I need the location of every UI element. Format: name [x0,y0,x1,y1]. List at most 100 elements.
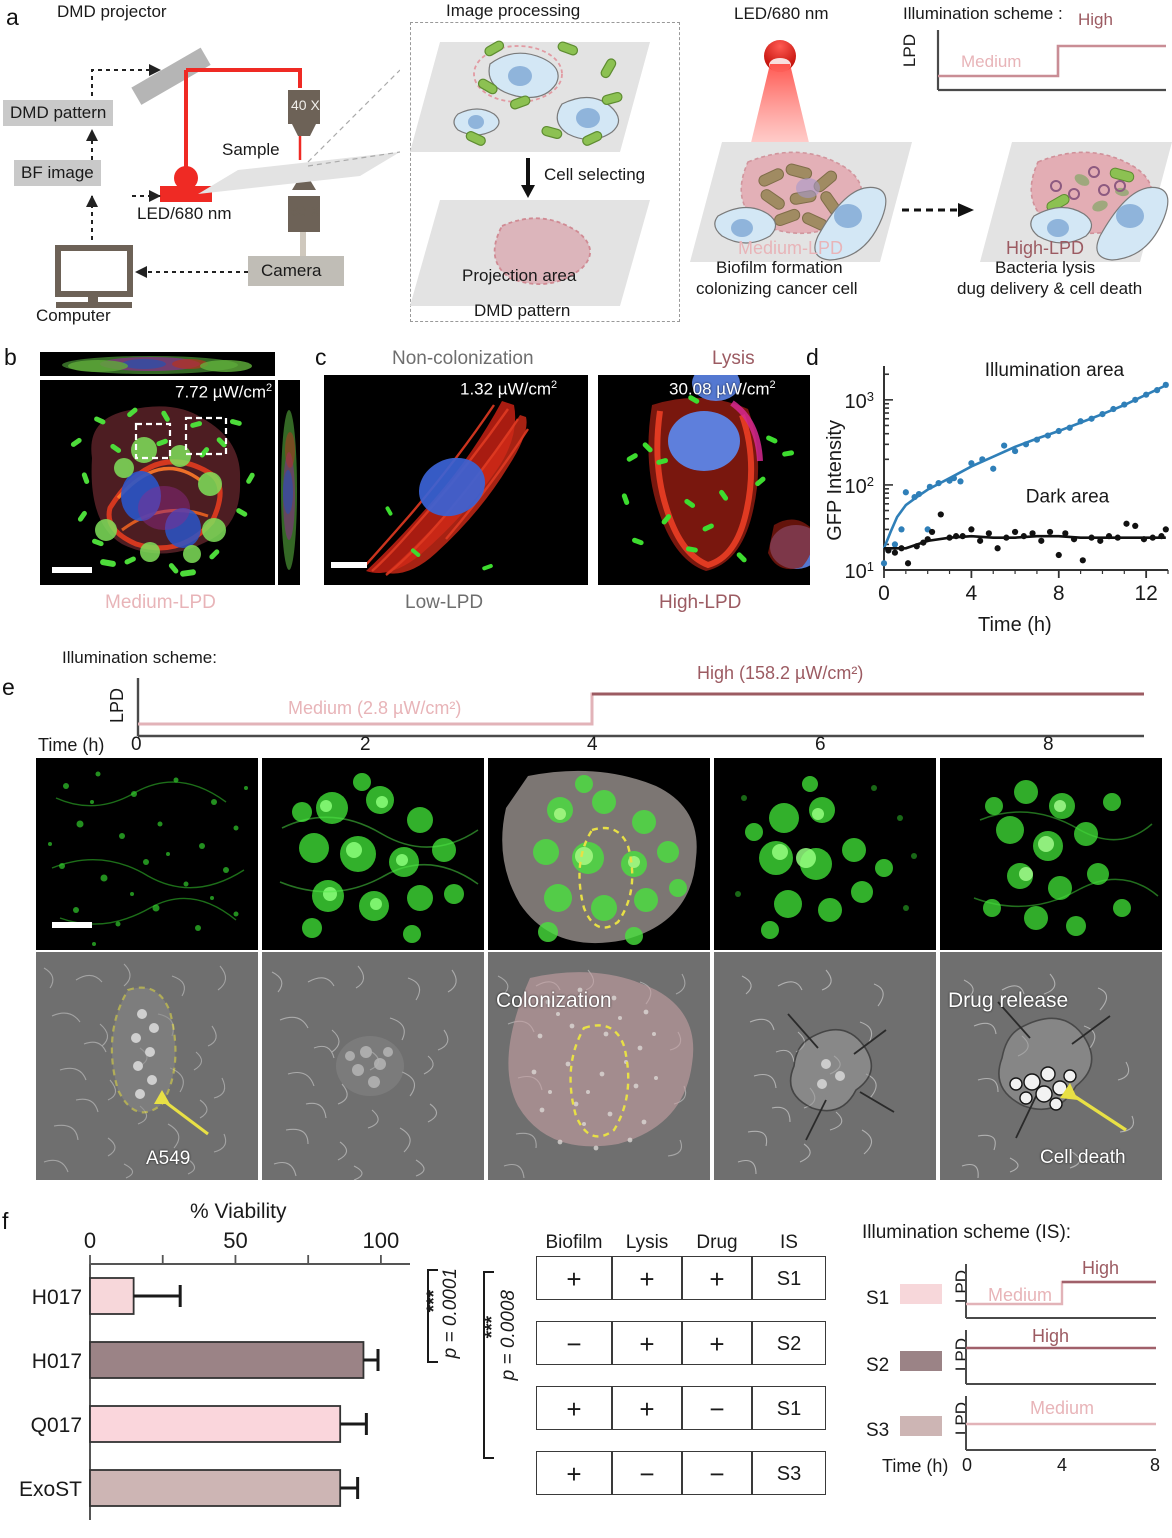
is-time-label: Time (h) [882,1456,949,1476]
table-row: − + + S2 [536,1321,836,1365]
table-cell: + [612,1256,682,1300]
is-panel-title: Illumination scheme (IS): [862,1222,1072,1243]
panel-b-xz-strip [40,352,275,376]
panel-c-right-image [598,375,810,585]
is-s1-plot [965,1264,1156,1319]
svg-text:103: 103 [845,388,874,413]
panel-c-right-bottom: High-LPD [659,592,742,613]
table-cell: + [682,1256,752,1300]
panel-e-fluor-0h [36,758,258,950]
table-cell: S1 [752,1256,826,1300]
panel-e-fluor-8h [940,758,1162,950]
panel-e-fluor-4h [488,758,710,950]
p-value-1: p = 0.0001 [440,1268,461,1359]
table-header-drug: Drug [696,1232,738,1253]
panel-e-tick-6: 6 [815,734,826,755]
svg-text:101: 101 [845,559,874,584]
panel-e-bf-2h [262,952,484,1180]
biofilm-caption-line1: Biofilm formation [716,258,843,277]
significance-stars-1: *** [424,1290,445,1313]
is-s1-medium-label: Medium [988,1285,1053,1305]
svg-text:4: 4 [966,582,978,605]
table-header-biofilm: Biofilm [545,1232,603,1253]
panel-letter-d: d [806,344,819,370]
significance-brackets [427,1269,494,1459]
panel-e-tick-0: 0 [131,734,142,755]
panel-e-bf-8h [940,952,1162,1180]
computer-label: Computer [36,306,111,325]
projection-area-label: Projection area [462,266,577,285]
high-label-a: High [1078,10,1113,29]
objective-40x-label: 40 X [291,97,320,113]
panel-b-scalebar [52,567,92,573]
svg-text:Illumination area: Illumination area [985,360,1125,381]
panel-b-intensity-exp: 2 [266,382,273,394]
medium-label-a: Medium [961,52,1022,71]
dmd-pattern-box: DMD pattern [3,100,114,126]
is-s1-high-label: High [1082,1258,1120,1278]
is-tick-4: 4 [1057,1455,1068,1475]
panel-b-bottom-label: Medium-LPD [105,592,216,613]
panel-e-a549-label: A549 [146,1148,191,1169]
table-cell: − [682,1386,752,1430]
illumination-scheme-title-a: Illumination scheme : [903,4,1063,23]
panel-e-lpd-axis: LPD [107,688,127,724]
lysis-caption-line1: Bacteria lysis [995,258,1096,277]
bf-image-box: BF image [14,160,101,186]
panel-letter-f: f [2,1208,9,1234]
panel-c-left-bottom: Low-LPD [405,592,484,613]
panel-letter-a: a [6,4,19,30]
is-s3-plot [965,1396,1156,1451]
is-tick-0: 0 [962,1455,973,1475]
table-cell: S1 [752,1386,826,1430]
svg-text:Q017: Q017 [31,1414,82,1437]
panel-e-time-label: Time (h) [38,735,105,755]
panel-c-right-intensity-exp: 2 [769,379,776,391]
is-s1-name: S1 [866,1288,890,1309]
panel-c-right-title: Lysis [712,348,755,369]
table-cell: + [612,1321,682,1365]
high-lpd-label-a: High-LPD [1006,238,1085,258]
panel-letter-e: e [2,674,15,700]
significance-label-1: p = 0.0001 [440,1268,462,1358]
table-cell: − [612,1451,682,1495]
table-cell: + [536,1256,612,1300]
is-s3-swatch [900,1416,942,1436]
panel-c-left-scalebar [331,562,367,568]
is-s3-name: S3 [866,1420,890,1441]
panel-e-fluor-2h [262,758,484,950]
table-cell: + [682,1321,752,1365]
svg-text:0: 0 [878,582,890,605]
chart-d-ylabel: GFP Intensity [824,420,846,541]
dmd-projector-label: DMD projector [57,2,167,21]
panel-c-left-title: Non-colonization [392,348,534,369]
panel-e-drug-release-label: Drug release [948,989,1069,1012]
lpd-axis-label-a: LPD [900,34,919,68]
panel-e-tick-2: 2 [360,734,371,755]
table-header-is: IS [780,1232,798,1253]
panel-c-right-intensity-value: 30.08 µW/cm [669,379,770,399]
led-label-top: LED/680 nm [734,4,829,23]
panel-e-tick-4: 4 [587,734,598,755]
svg-text:0: 0 [84,1228,96,1253]
panel-c-left-intensity: 1.32 µW/cm2 [460,379,557,400]
table-row: + + + S1 [536,1256,836,1300]
is-s3-medium-label: Medium [1030,1398,1095,1418]
svg-text:8: 8 [1053,582,1065,605]
viability-bar-chart: 0 50 100 H017 H017 Q017 ExoST [19,1228,410,1520]
is-s2-high-label: High [1032,1326,1070,1346]
panel-letter-c: c [315,344,327,370]
svg-text:H017: H017 [32,1286,82,1309]
panel-e-scalebar [52,922,92,928]
is-s1-swatch [900,1284,942,1304]
panel-c-left-intensity-exp: 2 [551,379,558,391]
panel-b-intensity-value: 7.72 µW/cm [175,382,267,402]
panel-b-confocal-image [40,380,275,585]
condition-table: Biofilm Lysis Drug IS + + + S1− + + S2 + + − S1 + − − S3 [536,1232,836,1516]
table-row: + + − S1 [536,1386,836,1430]
gfp-intensity-chart: 101 102 103 0 4 8 12 Illumination area Dark area [845,360,1169,605]
panel-c-left-intensity-value: 1.32 µW/cm [460,379,552,399]
panel-e-bf-0h [36,952,258,1180]
table-cell: + [536,1451,612,1495]
panel-a-biofilm-illustration [690,40,1172,262]
